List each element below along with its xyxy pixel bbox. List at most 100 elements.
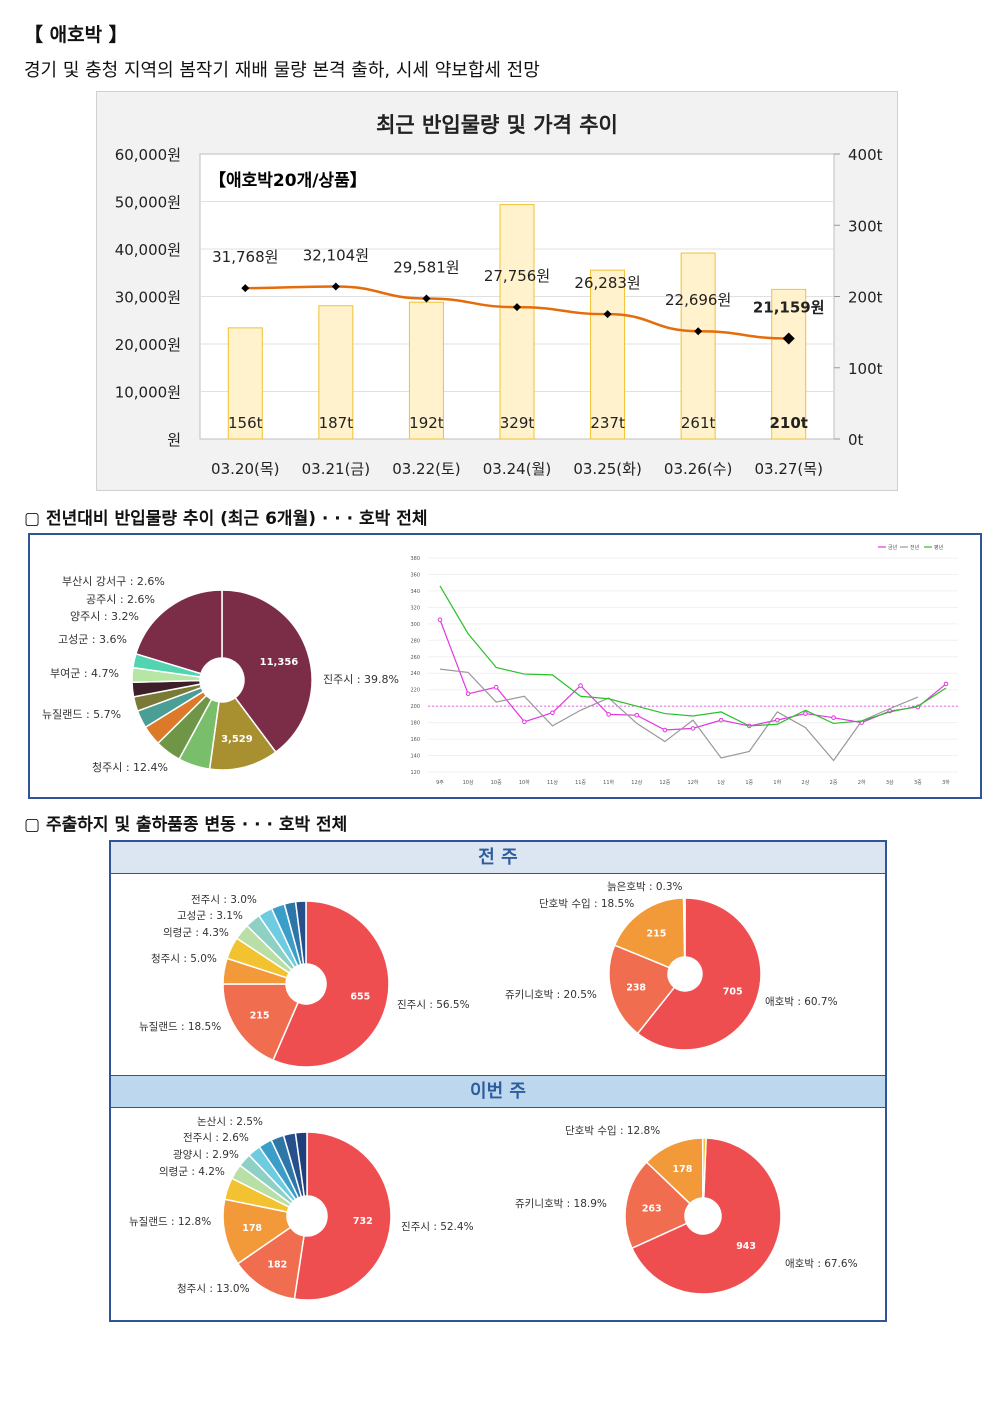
x-tick-label: 10상 (463, 779, 474, 786)
slice-value-label: 215 (647, 928, 667, 939)
x-tick-label: 11하 (603, 779, 614, 786)
slice-label: 애호박 : 67.6% (785, 1258, 858, 1270)
price-marker (694, 327, 703, 336)
slice-value-label: 655 (350, 991, 370, 1002)
price-label: 27,756원 (484, 267, 550, 285)
bar (680, 252, 716, 440)
x-tick-label: 9주 (436, 780, 444, 786)
slice-label: 쥬키니호박 : 18.9% (515, 1198, 607, 1210)
price-label: 32,104원 (303, 247, 369, 265)
section-shipment-heading: ▢ 주출하지 및 출하품종 변동 · · · 호박 전체 (24, 815, 348, 835)
y-tick-label: 340 (410, 589, 420, 595)
y-tick-label: 260 (410, 655, 420, 661)
slice-value-label: 178 (673, 1164, 693, 1175)
slice-value-label: 182 (267, 1259, 287, 1270)
y-left-tick: 10,000원 (115, 384, 181, 402)
slice-label: 청주시 : 5.0% (151, 953, 217, 965)
y-tick-label: 280 (410, 638, 420, 644)
x-tick-label: 1중 (745, 780, 753, 786)
series-line (439, 619, 947, 731)
slice-label: 공주시 : 2.6% (86, 593, 155, 606)
slice-label: 부산시 강서구 : 2.6% (62, 575, 165, 588)
series-line (439, 585, 947, 727)
x-tick-label: 3상 (886, 779, 894, 786)
page-subtitle: 경기 및 충청 지역의 봄작기 재배 물량 본격 출하, 시세 약보합세 전망 (24, 60, 540, 81)
price-label: 22,696원 (665, 291, 731, 309)
slice-label: 부여군 : 4.7% (50, 667, 119, 680)
y-right-tick: 400t (848, 146, 883, 164)
bar (408, 301, 444, 440)
slice-label: 의령군 : 4.3% (163, 927, 229, 939)
shipment-svg: 655 215 진주시 : 56.5% 뉴질랜드 : 18.5% 청주시 : 5.0% 의… (129, 881, 858, 1301)
series-point (634, 712, 640, 718)
y-tick-label: 140 (410, 754, 420, 760)
x-tick-label: 2중 (830, 780, 838, 786)
x-tick-label: 11중 (575, 780, 586, 786)
pie-slice (294, 1131, 308, 1198)
distribution-panel: 11,356 3,529 진주시 : 39.8% 청주시 : 12.4% 뉴질랜드 : … (28, 533, 982, 799)
pie-slice (682, 897, 686, 958)
pie-slice (293, 1131, 392, 1301)
slice-label: 광양시 : 2.9% (173, 1149, 239, 1161)
slice-label: 논산시 : 2.5% (197, 1116, 263, 1128)
series-point (578, 683, 583, 688)
y-tick-label: 160 (410, 737, 420, 743)
bar-value-label: 329t (500, 414, 535, 432)
x-tick-label: 1하 (773, 779, 781, 786)
slice-label: 청주시 : 12.4% (92, 761, 168, 774)
x-tick-label: 2상 (802, 779, 810, 786)
x-tick-label: 10중 (491, 780, 502, 786)
pie-slice (222, 983, 300, 1062)
slice-value-label: 238 (626, 983, 646, 994)
bar (499, 204, 535, 440)
bar-value-label: 237t (590, 414, 625, 432)
price-label: 29,581원 (393, 258, 459, 276)
chart-annotation: 【애호박20개/상품】 (209, 170, 367, 191)
main-combo-chart: 최근 반입물량 및 가격 추이 【애호박20개/상품】 60,000원 50,000원… (96, 91, 898, 491)
pie-slice (636, 897, 762, 1051)
slice-value-label: 263 (642, 1203, 662, 1214)
page-title: 【 애호박 】 (24, 24, 128, 46)
bar-value-label: 156t (228, 414, 263, 432)
bar (227, 327, 263, 440)
shipment-panel: 전 주 이번 주 655 215 진주시 : 56.5% 뉴질랜드 : 18.5% 청주… (109, 840, 887, 1322)
pie-slice (608, 944, 676, 1035)
slice-label: 단호박 수입 : 12.8% (565, 1124, 660, 1137)
bar-value-label: 192t (409, 414, 444, 432)
series-point (803, 711, 808, 716)
slice-label: 고성군 : 3.6% (58, 633, 127, 646)
slice-label: 늙은호박 : 0.3% (607, 881, 683, 893)
price-marker (331, 282, 340, 291)
section-distribution-heading: ▢ 전년대비 반입물량 추이 (최근 6개월) · · · 호박 전체 (24, 509, 428, 529)
x-tick-label: 3중 (914, 780, 922, 786)
price-marker (513, 303, 521, 312)
legend-label: 전년 (910, 544, 920, 551)
slice-value-label: 943 (736, 1241, 756, 1252)
series-point (662, 727, 668, 733)
prev-week-band: 전 주 (111, 842, 885, 874)
series-point (493, 684, 499, 690)
slice-value-label: 705 (723, 987, 743, 998)
pie-slice (630, 1137, 782, 1295)
slice-value-label: 178 (242, 1223, 262, 1234)
slice-label: 양주시 : 3.2% (70, 610, 139, 623)
x-category-label: 03.27(목) (754, 460, 822, 478)
bar (771, 288, 807, 440)
x-tick-label: 12중 (659, 780, 670, 786)
x-tick-label: 12상 (631, 779, 642, 786)
y-tick-label: 200 (410, 704, 420, 710)
price-label: 26,283원 (574, 274, 640, 292)
series-point (718, 717, 724, 723)
pie-slice (134, 589, 223, 675)
slice-label: 전주시 : 3.0% (191, 894, 257, 906)
this-week-band: 이번 주 (111, 1075, 885, 1108)
x-tick-label: 3하 (942, 779, 950, 786)
slice-label: 뉴질랜드 : 12.8% (129, 1216, 211, 1228)
y-tick-label: 120 (410, 770, 420, 776)
pie-slice (272, 900, 390, 1068)
y-right-tick: 0t (848, 431, 864, 449)
x-tick-label: 2하 (858, 779, 866, 786)
series-point (522, 719, 527, 725)
bar (590, 269, 626, 440)
y-right-tick: 200t (848, 289, 883, 307)
